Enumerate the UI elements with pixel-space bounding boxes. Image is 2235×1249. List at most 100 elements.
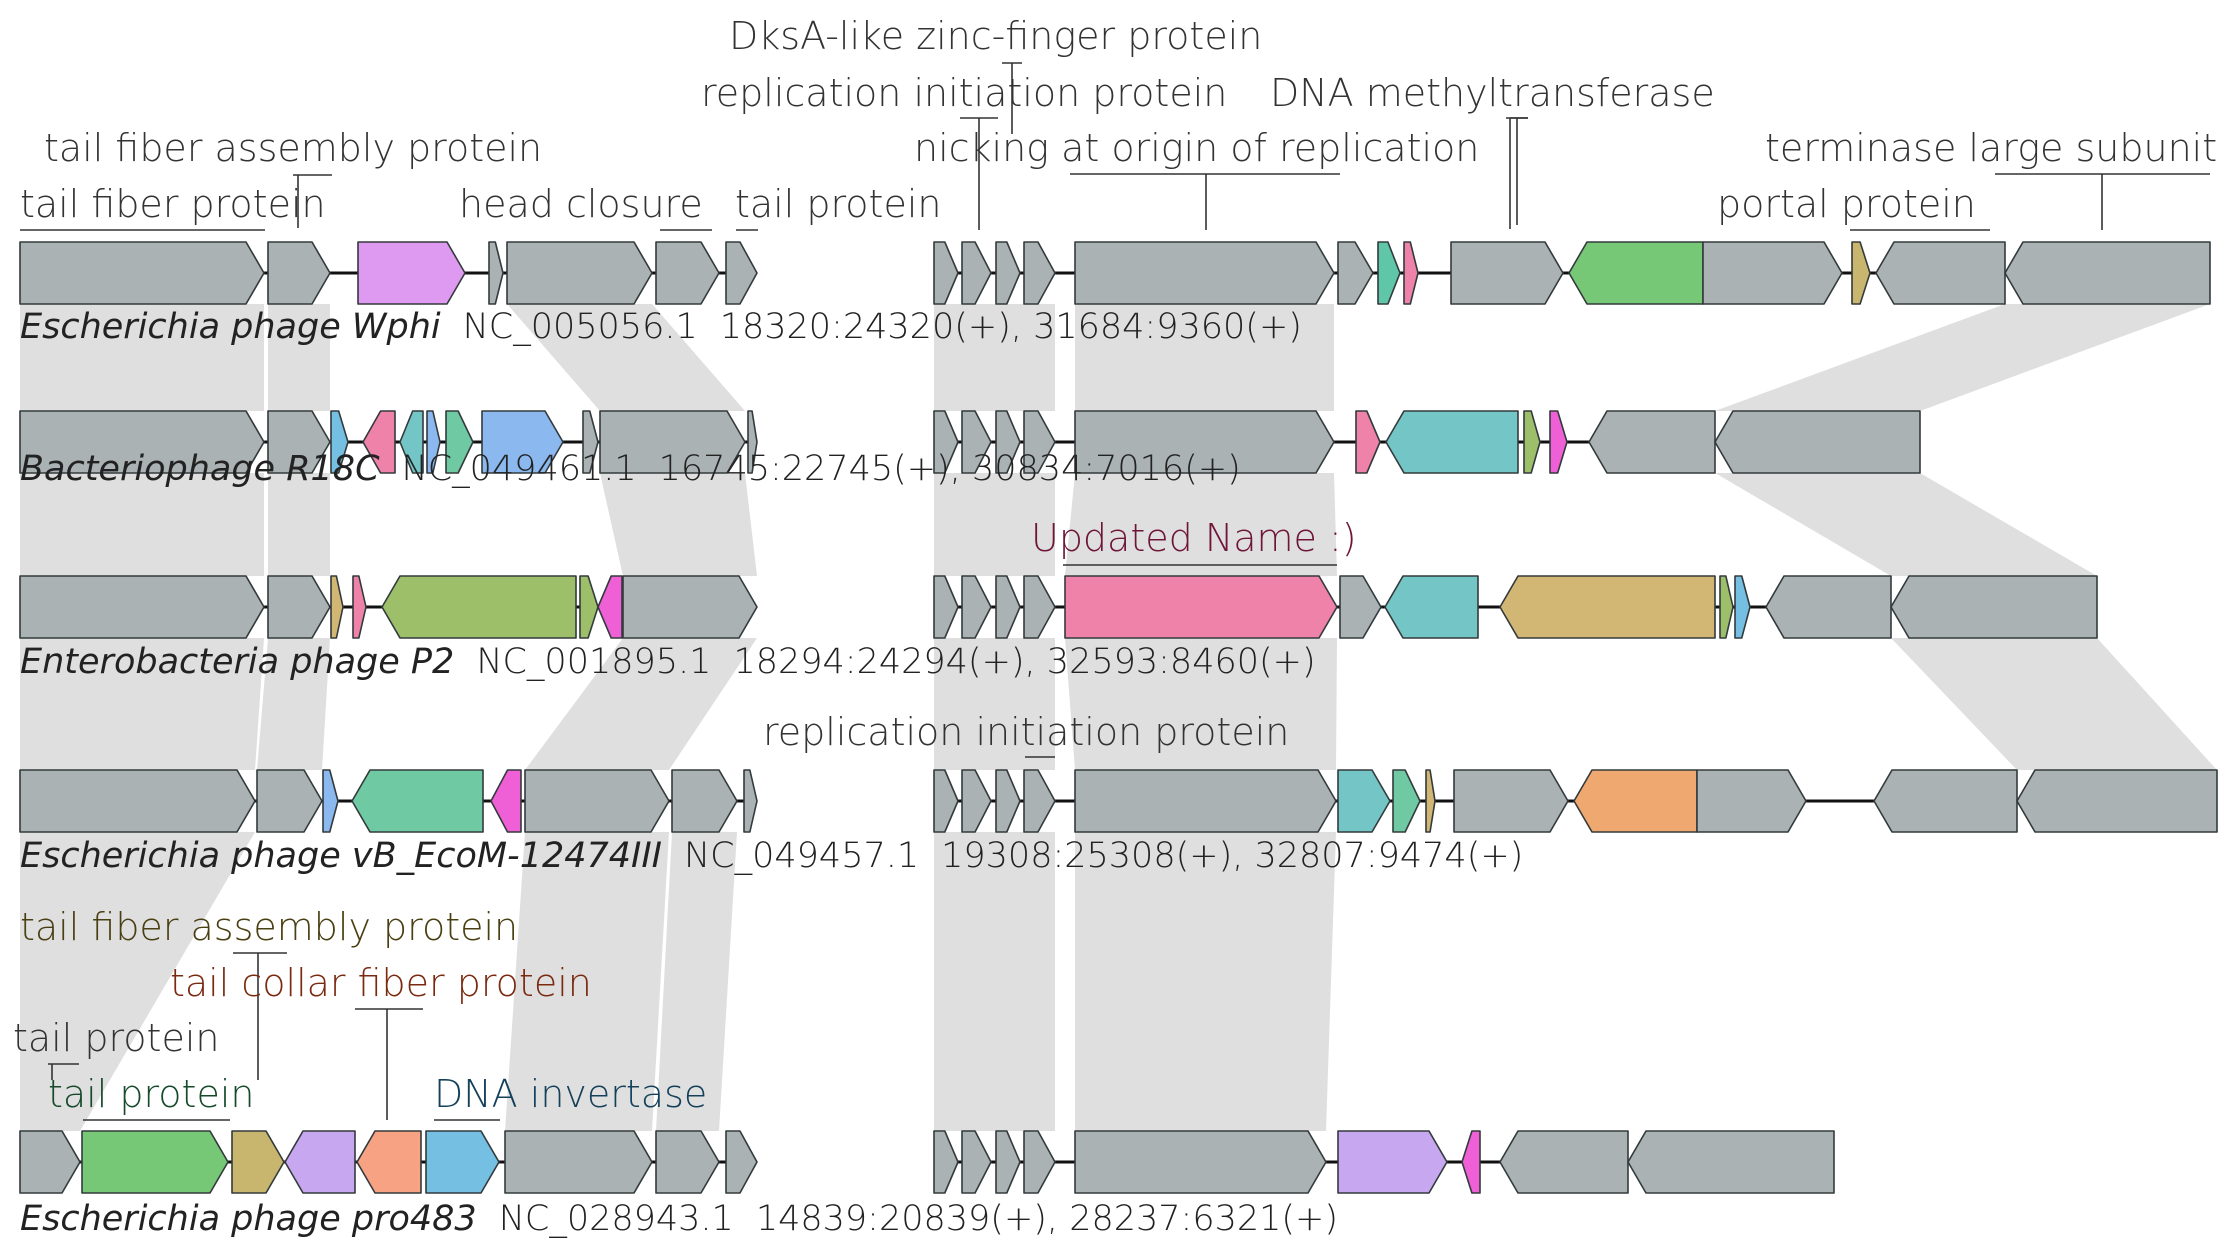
gene-arrow[interactable] — [322, 769, 339, 833]
gene-arrow[interactable] — [1588, 410, 1716, 474]
gene-arrow[interactable] — [725, 241, 758, 305]
gene-arrow[interactable] — [1499, 575, 1716, 639]
gene-arrow[interactable] — [284, 1130, 356, 1194]
gene-arrow[interactable] — [445, 410, 474, 474]
gene-arrow[interactable] — [1875, 241, 2006, 305]
gene-arrow[interactable] — [1392, 769, 1421, 833]
gene-arrow[interactable] — [747, 410, 758, 474]
gene-arrow[interactable] — [995, 575, 1021, 639]
gene-arrow[interactable] — [1450, 241, 1564, 305]
gene-arrow[interactable] — [961, 769, 992, 833]
gene-arrow[interactable] — [1337, 1130, 1448, 1194]
gene-arrow[interactable] — [725, 1130, 758, 1194]
gene-arrow[interactable] — [267, 241, 331, 305]
gene-arrow[interactable] — [1719, 575, 1734, 639]
gene-arrow[interactable] — [1384, 575, 1479, 639]
gene-arrow[interactable] — [743, 769, 758, 833]
gene-arrow[interactable] — [1573, 769, 1698, 833]
gene-arrow[interactable] — [597, 575, 623, 639]
gene-arrow[interactable] — [330, 575, 344, 639]
gene-arrow[interactable] — [1499, 1130, 1629, 1194]
gene-arrow[interactable] — [1702, 241, 1843, 305]
gene-arrow[interactable] — [933, 769, 959, 833]
gene-arrow[interactable] — [356, 1130, 422, 1194]
gene-arrow[interactable] — [1461, 1130, 1481, 1194]
gene-arrow[interactable] — [1377, 241, 1401, 305]
gene-arrow[interactable] — [488, 241, 504, 305]
gene-arrow[interactable] — [1337, 241, 1374, 305]
gene-arrow[interactable] — [351, 769, 484, 833]
gene-arrow[interactable] — [1568, 241, 1704, 305]
gene-arrow[interactable] — [655, 1130, 720, 1194]
gene-arrow[interactable] — [231, 1130, 285, 1194]
gene-arrow[interactable] — [19, 769, 256, 833]
gene-arrow[interactable] — [504, 1130, 653, 1194]
gene-arrow[interactable] — [995, 1130, 1021, 1194]
gene-arrow[interactable] — [1873, 769, 2018, 833]
gene-arrow[interactable] — [1403, 241, 1419, 305]
gene-arrow[interactable] — [1339, 575, 1382, 639]
gene-arrow[interactable] — [655, 241, 720, 305]
gene-arrow[interactable] — [961, 575, 992, 639]
gene-arrow[interactable] — [1523, 410, 1541, 474]
gene-arrow[interactable] — [2016, 769, 2218, 833]
gene-arrow[interactable] — [1734, 575, 1751, 639]
gene-arrow[interactable] — [1074, 410, 1335, 474]
gene-arrow[interactable] — [1074, 1130, 1327, 1194]
gene-arrow[interactable] — [961, 410, 992, 474]
gene-arrow[interactable] — [1714, 410, 1921, 474]
gene-arrow[interactable] — [267, 575, 331, 639]
gene-arrow[interactable] — [19, 1130, 81, 1194]
gene-arrow[interactable] — [1453, 769, 1569, 833]
gene-arrow[interactable] — [671, 769, 738, 833]
gene-arrow[interactable] — [995, 241, 1021, 305]
gene-arrow[interactable] — [1890, 575, 2098, 639]
gene-arrow[interactable] — [381, 575, 577, 639]
gene-arrow[interactable] — [933, 575, 959, 639]
gene-arrow[interactable] — [1385, 410, 1519, 474]
gene-arrow[interactable] — [256, 769, 323, 833]
gene-arrow[interactable] — [582, 410, 599, 474]
gene-arrow[interactable] — [362, 410, 396, 474]
gene-arrow[interactable] — [1064, 575, 1338, 639]
gene-arrow[interactable] — [1074, 241, 1335, 305]
gene-arrow[interactable] — [2004, 241, 2211, 305]
gene-arrow[interactable] — [19, 410, 265, 474]
gene-arrow[interactable] — [1851, 241, 1871, 305]
gene-arrow[interactable] — [1023, 410, 1056, 474]
gene-arrow[interactable] — [933, 241, 959, 305]
gene-arrow[interactable] — [399, 410, 424, 474]
gene-arrow[interactable] — [933, 410, 959, 474]
gene-arrow[interactable] — [1337, 769, 1391, 833]
gene-arrow[interactable] — [1765, 575, 1892, 639]
gene-arrow[interactable] — [1549, 410, 1568, 474]
gene-arrow[interactable] — [1023, 241, 1056, 305]
gene-arrow[interactable] — [506, 241, 653, 305]
gene-arrow[interactable] — [426, 410, 441, 474]
gene-arrow[interactable] — [524, 769, 670, 833]
gene-arrow[interactable] — [425, 1130, 500, 1194]
gene-arrow[interactable] — [933, 1130, 959, 1194]
gene-arrow[interactable] — [961, 1130, 992, 1194]
gene-arrow[interactable] — [1023, 769, 1056, 833]
gene-arrow[interactable] — [1023, 575, 1056, 639]
gene-arrow[interactable] — [579, 575, 599, 639]
gene-arrow[interactable] — [19, 575, 265, 639]
gene-arrow[interactable] — [19, 241, 265, 305]
gene-arrow[interactable] — [599, 410, 746, 474]
gene-arrow[interactable] — [961, 241, 992, 305]
gene-arrow[interactable] — [622, 575, 758, 639]
gene-arrow[interactable] — [481, 410, 564, 474]
gene-arrow[interactable] — [1627, 1130, 1835, 1194]
gene-arrow[interactable] — [1074, 769, 1337, 833]
gene-arrow[interactable] — [995, 410, 1021, 474]
gene-arrow[interactable] — [1355, 410, 1381, 474]
gene-arrow[interactable] — [490, 769, 522, 833]
gene-arrow[interactable] — [1023, 1130, 1056, 1194]
gene-arrow[interactable] — [1696, 769, 1807, 833]
gene-arrow[interactable] — [357, 241, 466, 305]
gene-arrow[interactable] — [995, 769, 1021, 833]
gene-arrow[interactable] — [81, 1130, 229, 1194]
gene-arrow[interactable] — [330, 410, 349, 474]
gene-arrow[interactable] — [267, 410, 331, 474]
